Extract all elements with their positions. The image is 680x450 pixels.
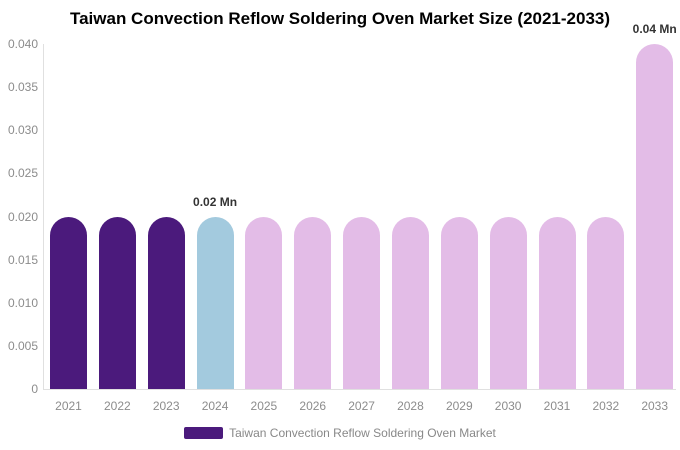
x-tick-label: 2030: [494, 399, 522, 413]
y-tick-label: 0: [31, 382, 38, 396]
bar-2024[interactable]: [196, 216, 234, 389]
y-tick-label: 0.025: [7, 166, 38, 181]
bar-value-label: 0.04 Mn: [632, 22, 677, 36]
x-tick-label: 2031: [543, 399, 571, 413]
bar-2031[interactable]: [538, 216, 576, 389]
bar-2023[interactable]: [147, 216, 185, 389]
bar-2033[interactable]: [636, 44, 674, 389]
chart-legend[interactable]: Taiwan Convection Reflow Soldering Oven …: [0, 426, 680, 440]
bar-2022[interactable]: [98, 216, 136, 389]
y-tick-label: 0.040: [7, 37, 38, 51]
x-tick-label: 2023: [152, 399, 180, 413]
y-tick-label: 0.030: [7, 123, 38, 138]
x-tick-label: 2025: [250, 399, 278, 413]
x-tick-label: 2021: [55, 399, 82, 413]
y-axis-line: [43, 44, 44, 389]
bar-2028[interactable]: [391, 216, 429, 389]
legend-label[interactable]: Taiwan Convection Reflow Soldering Oven …: [229, 426, 496, 440]
x-tick-label: 2032: [592, 399, 620, 413]
y-tick-label: 0.010: [7, 295, 38, 310]
bar-2021[interactable]: [50, 216, 87, 389]
bar-2025[interactable]: [245, 216, 283, 389]
bar-2029[interactable]: [440, 216, 478, 389]
x-tick-label: 2022: [103, 399, 131, 413]
chart-title: Taiwan Convection Reflow Soldering Oven …: [69, 9, 611, 28]
bar-2030[interactable]: [489, 216, 527, 389]
y-tick-label: 0.005: [7, 338, 38, 353]
y-tick-label: 0.035: [7, 80, 38, 95]
bar-value-label: 0.02 Mn: [193, 194, 238, 209]
x-tick-label: 2027: [348, 399, 375, 413]
bar-2026[interactable]: [294, 216, 332, 389]
x-axis-line: [43, 389, 676, 390]
legend-swatch[interactable]: [184, 427, 224, 439]
x-tick-label: 2026: [299, 399, 327, 413]
bar-2027[interactable]: [343, 216, 381, 389]
x-tick-label: 2029: [445, 399, 473, 413]
bar-2032[interactable]: [587, 216, 625, 389]
y-tick-label: 0.020: [7, 209, 38, 224]
x-tick-label: 2033: [641, 399, 669, 413]
y-tick-label: 0.015: [7, 252, 38, 267]
x-tick-label: 2024: [201, 399, 229, 413]
x-tick-label: 2028: [397, 399, 424, 413]
